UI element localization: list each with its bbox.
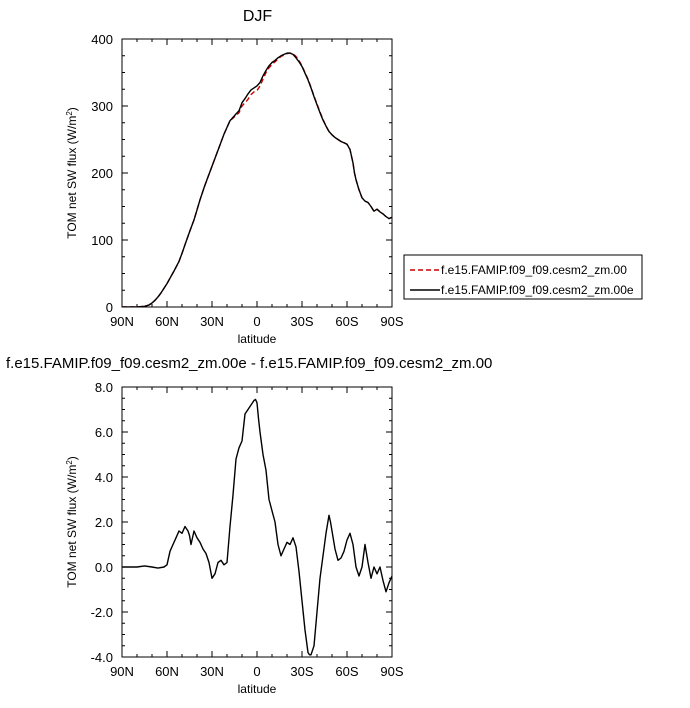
legend-box [403,254,643,300]
x-tick-label: 90N [110,314,134,329]
plot-panel-1: 90N 60N 30N 0 30S 60S 90S 0 100 200 300 400 latitude… [65,32,404,346]
x-tick-label: 60N [155,664,179,679]
x-tick-label: 0 [253,314,260,329]
y-tick-label: 0.0 [95,560,113,575]
y-tick-label: 400 [91,32,113,47]
x-tick-label: 0 [253,664,260,679]
legend: f.e15.FAMIP.f09_f09.cesm2_zm.00 f.e15.FAM… [403,254,643,300]
series-line-1 [122,398,392,656]
x-tick-label: 60N [155,314,179,329]
series-line-2 [122,52,392,307]
plot-frame [121,386,393,658]
legend-label: f.e15.FAMIP.f09_f09.cesm2_zm.00 [441,263,627,277]
legend-label: f.e15.FAMIP.f09_f09.cesm2_zm.00e [441,283,634,297]
y-tick-label: 0 [106,300,113,315]
y-axis-label: TOM net SW flux (W/m2) [65,456,80,588]
x-tick-label: 60S [335,664,358,679]
x-tick-label: 30N [200,664,224,679]
x-tick-label: 60S [335,314,358,329]
y-tick-label: -2.0 [91,605,113,620]
chart-title-bottom: f.e15.FAMIP.f09_f09.cesm2_zm.00e - f.e15… [6,355,493,372]
chart-title-top: DJF [242,8,273,25]
y-axis-label: TOM net SW flux (W/m2) [65,107,80,239]
y-tick-label: 100 [91,233,113,248]
x-axis-label: latitude [238,682,277,696]
x-tick-label: 30S [290,314,313,329]
x-tick-label: 30S [290,664,313,679]
plot-panel-2: 90N 60N 30N 0 30S 60S 90S -4.0 -2.0 0.0 2.0 4.0 6.0 8… [65,380,404,696]
x-tick-label: 30N [200,314,224,329]
y-tick-label: 2.0 [95,515,113,530]
plot-frame [121,38,393,308]
series-line-1 [122,52,392,307]
x-tick-label: 90S [380,314,403,329]
x-tick-label: 90S [380,664,403,679]
x-axis-label: latitude [238,332,277,346]
y-tick-label: 200 [91,166,113,181]
x-tick-label: 90N [110,664,134,679]
y-tick-label: -4.0 [91,650,113,665]
y-tick-label: 4.0 [95,470,113,485]
y-tick-label: 6.0 [95,425,113,440]
y-tick-label: 300 [91,99,113,114]
y-tick-label: 8.0 [95,380,113,395]
